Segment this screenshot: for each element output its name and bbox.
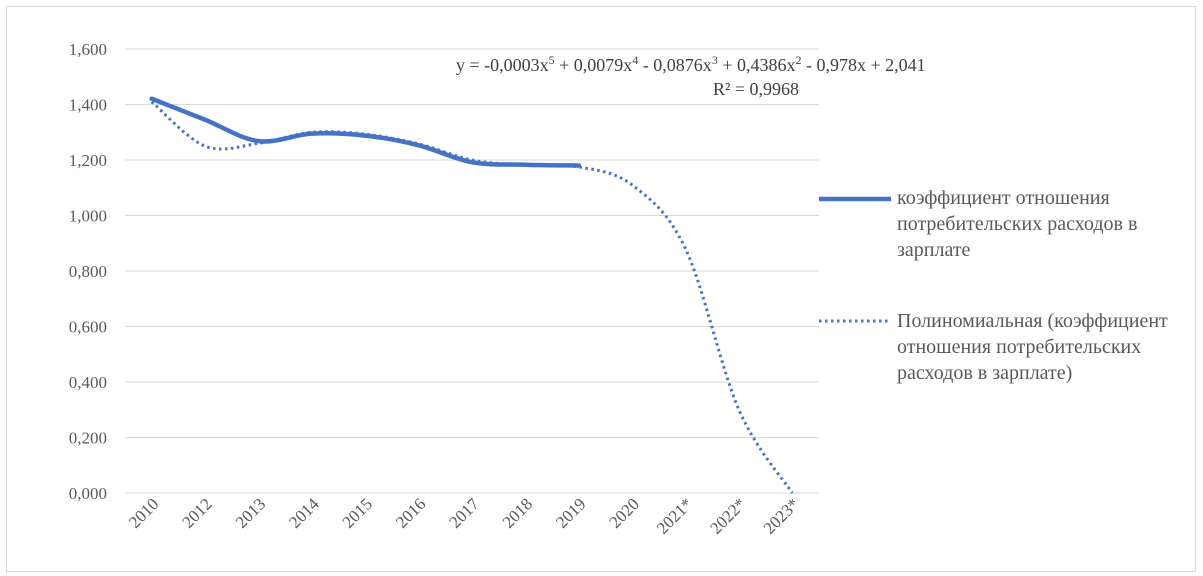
chart-frame: 0,000 0,200 0,400 0,600 0,800 1,000 1,200 1,400… (6, 6, 1196, 572)
grid-lines (125, 48, 819, 494)
y-tick-label: 1,600 (69, 40, 107, 59)
chart-svg: 0,000 0,200 0,400 0,600 0,800 1,000 1,200 1,400… (69, 40, 926, 538)
y-tick-label: 0,000 (69, 484, 107, 503)
y-tick-label: 1,200 (69, 151, 107, 170)
y-tick-label: 0,200 (69, 429, 107, 448)
y-tick-label: 0,600 (69, 318, 107, 337)
trendline-equation: y = -0,0003x5 + 0,0079x4 - 0,0876x3 + 0,… (456, 53, 926, 75)
x-tick-label: 2022* (706, 494, 749, 537)
x-tick-label: 2013 (232, 494, 269, 531)
x-tick-label: 2012 (178, 494, 215, 531)
x-tick-label: 2014 (285, 494, 323, 532)
legend-label-series: коэффициент отношения потребительских ра… (897, 187, 1138, 261)
x-tick-label: 2017 (445, 494, 483, 532)
series-line-coefficient (149, 96, 582, 168)
x-tick-label: 2016 (392, 494, 429, 531)
y-tick-label: 1,000 (69, 207, 107, 226)
x-tick-label: 2023* (760, 494, 803, 537)
trendline-polynomial (150, 100, 794, 494)
x-tick-label: 2019 (552, 494, 589, 531)
x-tick-label: 2018 (499, 494, 536, 531)
x-axis-ticks: 2010 2012 2013 2014 2015 2016 2017 2018 2019 2020… (125, 494, 803, 538)
legend-label-trendline: Полиномиальная (коэффициент отношения по… (897, 310, 1168, 384)
y-tick-label: 0,800 (69, 262, 107, 281)
x-tick-label: 2015 (339, 494, 376, 531)
y-axis-ticks: 0,000 0,200 0,400 0,600 0,800 1,000 1,200 1,400… (69, 40, 107, 503)
y-tick-label: 1,400 (69, 96, 107, 115)
y-tick-label: 0,400 (69, 373, 107, 392)
x-tick-label: 2020 (606, 494, 643, 531)
trendline-r-squared: R² = 0,9968 (713, 79, 799, 99)
series-lines (149, 96, 794, 494)
x-tick-label: 2021* (653, 494, 696, 537)
x-tick-label: 2010 (125, 494, 162, 531)
